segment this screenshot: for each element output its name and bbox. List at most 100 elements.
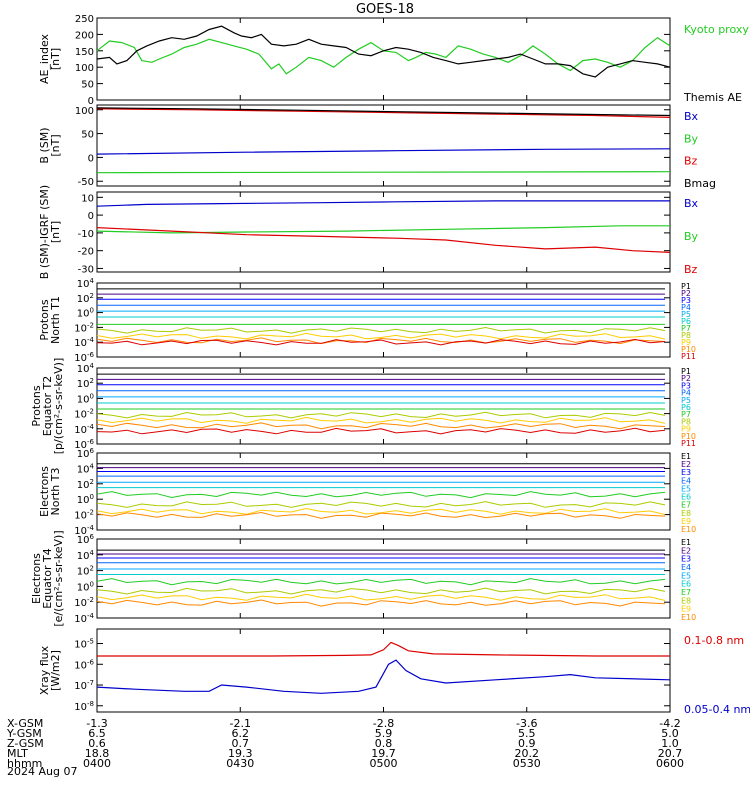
legend-item: E3 (681, 468, 691, 477)
x-row-value: 20.7 (658, 747, 683, 760)
x-row-value: -2.1 (230, 717, 251, 730)
x-row-value: 0600 (656, 757, 684, 770)
panel-frame (96, 538, 671, 619)
y-tick-label: -30 (78, 264, 94, 275)
y-tick-label: 200 (75, 30, 94, 41)
panel-2: -50 0 50 100 B (SM)[nT] Bx By Bz Bmag (38, 104, 716, 190)
legend-item: E9 (681, 605, 691, 614)
legend-item: E4 (681, 563, 691, 572)
plot-title: GOES-18 (356, 2, 414, 17)
legend-item: P4 (681, 303, 691, 312)
y-axis-label: [nT] (49, 134, 62, 156)
panel-frame (96, 452, 671, 531)
legend-item: E7 (681, 501, 691, 510)
x-row-value: 20.2 (515, 747, 540, 760)
legend-item: E6 (681, 580, 691, 589)
series-line (96, 659, 671, 694)
y-tick-label: 100 (77, 580, 94, 593)
y-tick-label: 100 (77, 493, 94, 506)
legend-item: P9 (681, 338, 691, 347)
y-tick-label: 104 (77, 462, 95, 475)
y-tick-label: 10-5 (74, 638, 94, 651)
x-row-value: -4.2 (659, 717, 680, 730)
channel-line (96, 422, 666, 430)
y-tick-label: 10-4 (74, 524, 94, 537)
legend-item: Themis AE (683, 91, 742, 104)
x-row-label: X-GSM (7, 717, 43, 730)
panel-frame (96, 628, 671, 713)
legend-item: P11 (681, 352, 696, 361)
panel-frame (96, 104, 671, 187)
y-axis-label: [nT] (49, 221, 62, 243)
y-tick-label: 0 (88, 153, 94, 164)
series-line (96, 25, 671, 78)
channel-line (96, 338, 666, 346)
x-row-value: 5.0 (661, 727, 679, 740)
series-line (96, 171, 671, 174)
panel-3: -30 -20 -10 0 10 B (SM)-IGRF (SM)[nT] Bx By Bz (38, 185, 699, 279)
panel-8: 10-8 10-7 10-6 10-5 Xray flux[W/m2] 0.1-0.8 n… (38, 628, 750, 716)
legend-item: P6 (681, 403, 691, 412)
channel-line (96, 491, 666, 499)
y-axis-label: Electrons (30, 553, 43, 604)
channel-line (96, 326, 666, 334)
legend-item: P5 (681, 310, 691, 319)
y-axis-label: Equator T4 (41, 548, 54, 608)
y-tick-label: 106 (77, 533, 95, 546)
channel-line (96, 427, 666, 435)
y-tick-label: 104 (77, 549, 95, 562)
x-row-value: -3.6 (516, 717, 537, 730)
legend-item: Bmag (684, 177, 716, 190)
channel-line (96, 593, 666, 601)
x-row-value: 0530 (513, 757, 541, 770)
legend-item: By (684, 132, 699, 145)
legend-item: Kyoto proxy AE (684, 23, 750, 36)
series-line (96, 225, 670, 234)
legend-item: P8 (681, 417, 691, 426)
x-row-value: 6.5 (88, 727, 106, 740)
x-row-value: 0.8 (375, 737, 393, 750)
x-row-label: MLT (7, 747, 28, 760)
series-line (96, 107, 671, 117)
legend-item: E6 (681, 493, 691, 502)
legend-item: E5 (681, 571, 691, 580)
panel-1: 0 50 100 150 200 250 AE_index[nT] Kyoto proxy A… (38, 14, 750, 107)
y-axis-label: [nT] (49, 48, 62, 70)
legend-item: P4 (681, 389, 691, 398)
x-row-value: 19.3 (228, 747, 253, 760)
y-tick-label: 10-6 (74, 438, 94, 451)
x-row-value: 5.5 (518, 727, 536, 740)
legend-item: E10 (681, 525, 696, 534)
y-tick-label: -20 (78, 247, 94, 258)
y-axis-label: B (SM) (38, 127, 51, 163)
x-row-label: Y-GSM (6, 727, 42, 740)
legend-item: P2 (681, 289, 691, 298)
legend-item: E10 (681, 613, 696, 622)
y-axis-label: Protons (38, 299, 51, 340)
x-row-value: 0430 (226, 757, 254, 770)
legend-item: P9 (681, 425, 691, 434)
legend-item: E8 (681, 596, 691, 605)
series-line (96, 148, 671, 155)
y-tick-label: 10-2 (74, 509, 94, 522)
y-tick-label: 250 (75, 14, 94, 25)
x-row-value: 18.8 (85, 747, 110, 760)
legend-item: P7 (681, 324, 691, 333)
legend-item: P2 (681, 374, 691, 383)
y-tick-label: 102 (77, 292, 94, 305)
y-tick-label: 10 (81, 193, 94, 204)
y-tick-label: 104 (77, 277, 95, 290)
channel-line (96, 501, 666, 508)
legend-item: P10 (681, 345, 696, 354)
y-tick-label: 102 (77, 565, 94, 578)
legend-item: E1 (681, 452, 691, 461)
legend-item: P1 (681, 282, 691, 291)
y-axis-label: North T1 (49, 296, 62, 344)
legend-item: P3 (681, 381, 691, 390)
